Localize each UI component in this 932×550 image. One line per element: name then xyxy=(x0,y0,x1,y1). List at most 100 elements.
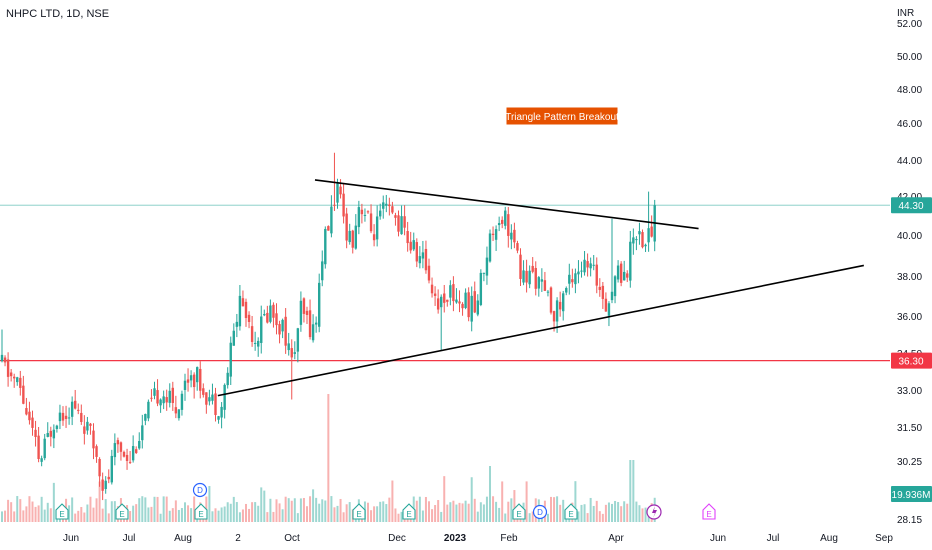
candle-body xyxy=(583,259,586,273)
volume-bar xyxy=(507,501,510,522)
volume-bar xyxy=(260,487,263,522)
volume-bar xyxy=(13,511,16,522)
candle-body xyxy=(491,233,495,235)
candle-body xyxy=(531,265,534,272)
candle-body xyxy=(421,252,425,259)
volume-bar xyxy=(174,500,177,522)
volume-bar xyxy=(302,497,305,522)
volume-bar xyxy=(211,511,214,522)
volume-bar xyxy=(272,511,275,522)
candle-body xyxy=(507,214,510,236)
earnings-marker[interactable] xyxy=(402,503,416,520)
volume-bar xyxy=(77,510,80,522)
volume-bar xyxy=(238,512,241,522)
x-tick-label: Feb xyxy=(500,533,518,544)
candle-body xyxy=(287,343,290,351)
lightning-icon xyxy=(652,506,657,518)
volume-bar xyxy=(25,506,28,522)
candle-body xyxy=(543,280,547,291)
volume-bar xyxy=(382,501,385,522)
volume-bar xyxy=(299,498,302,522)
candle-body xyxy=(49,430,52,437)
candle-body xyxy=(226,372,229,386)
candle-body xyxy=(549,287,553,313)
trendline-upper[interactable] xyxy=(314,179,699,230)
volume-bar xyxy=(315,497,318,522)
volume-bar xyxy=(193,496,196,522)
earnings-marker[interactable] xyxy=(564,503,578,520)
candle-body xyxy=(101,479,104,491)
candle-body xyxy=(52,429,56,439)
volume-bar xyxy=(446,504,449,522)
earnings-marker[interactable] xyxy=(702,503,716,520)
candle-body xyxy=(214,393,217,415)
volume-bar xyxy=(248,508,251,522)
candle-body xyxy=(443,293,446,303)
volume-bar xyxy=(525,481,528,522)
volume-bar xyxy=(266,512,269,522)
candle-body xyxy=(379,210,382,217)
earnings-marker[interactable] xyxy=(512,503,526,520)
volume-bar xyxy=(46,502,49,522)
candle-body xyxy=(433,293,437,296)
volume-bar xyxy=(424,496,427,522)
volume-bar xyxy=(156,496,159,522)
candle-body xyxy=(141,425,144,441)
volume-bar xyxy=(504,513,507,522)
candle-body xyxy=(394,215,397,218)
candle-body xyxy=(159,399,162,406)
volume-bar xyxy=(37,505,40,522)
earnings-marker[interactable] xyxy=(194,503,208,520)
candle-body xyxy=(186,379,190,383)
candle-body xyxy=(464,292,467,308)
candle-body xyxy=(208,397,211,402)
candle-body xyxy=(641,232,644,248)
volume-bar xyxy=(336,505,339,522)
volume-bar xyxy=(626,503,629,522)
candle-body xyxy=(601,285,605,299)
x-tick-label: Jun xyxy=(63,533,79,544)
dividend-marker[interactable] xyxy=(192,482,208,498)
candle-body xyxy=(9,372,13,377)
candle-body xyxy=(525,270,528,283)
candle-body xyxy=(339,186,342,195)
candle-body xyxy=(58,412,62,422)
volume-bar xyxy=(632,460,635,522)
y-tick-label: 50.00 xyxy=(897,52,922,63)
candle-body xyxy=(607,303,611,316)
candle-body xyxy=(485,257,489,276)
volume-bar xyxy=(473,498,476,522)
candle-body xyxy=(128,461,132,463)
x-tick-label: Sep xyxy=(875,533,893,544)
volume-bar xyxy=(421,510,424,522)
candle-body xyxy=(546,291,550,293)
volume-bar xyxy=(458,502,461,522)
volume-bar xyxy=(464,500,467,522)
candle-body xyxy=(92,430,95,449)
candle-body xyxy=(153,388,156,396)
candle-body xyxy=(610,291,614,301)
y-tick-label: 38.00 xyxy=(897,272,922,283)
volume-bar xyxy=(309,496,312,522)
volume-bar xyxy=(28,496,31,522)
annotation-box[interactable] xyxy=(505,106,619,126)
candle-body xyxy=(119,442,123,452)
earnings-marker[interactable] xyxy=(352,503,366,520)
candle-body xyxy=(629,241,632,281)
candle-body xyxy=(235,321,239,327)
candle-body xyxy=(482,272,486,274)
volume-bar xyxy=(574,481,577,522)
trendline-lower[interactable] xyxy=(217,264,864,397)
earnings-marker[interactable] xyxy=(55,503,69,520)
volume-bar xyxy=(269,498,272,522)
candle-body xyxy=(296,328,300,352)
x-tick-label: Apr xyxy=(608,533,624,544)
y-tick-label: 40.00 xyxy=(897,231,922,242)
candle-body xyxy=(311,324,315,341)
candle-body xyxy=(31,417,34,428)
volume-bar xyxy=(40,496,43,522)
dividend-marker[interactable] xyxy=(532,504,548,520)
earnings-marker[interactable] xyxy=(115,503,129,520)
candle-body xyxy=(537,277,540,289)
